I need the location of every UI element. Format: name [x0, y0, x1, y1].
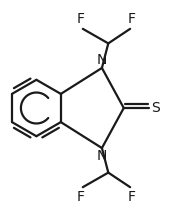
Text: F: F	[128, 190, 136, 204]
Text: N: N	[97, 52, 107, 67]
Text: F: F	[77, 12, 85, 26]
Text: S: S	[151, 101, 160, 115]
Text: F: F	[77, 190, 85, 204]
Text: F: F	[128, 12, 136, 26]
Text: N: N	[97, 149, 107, 164]
